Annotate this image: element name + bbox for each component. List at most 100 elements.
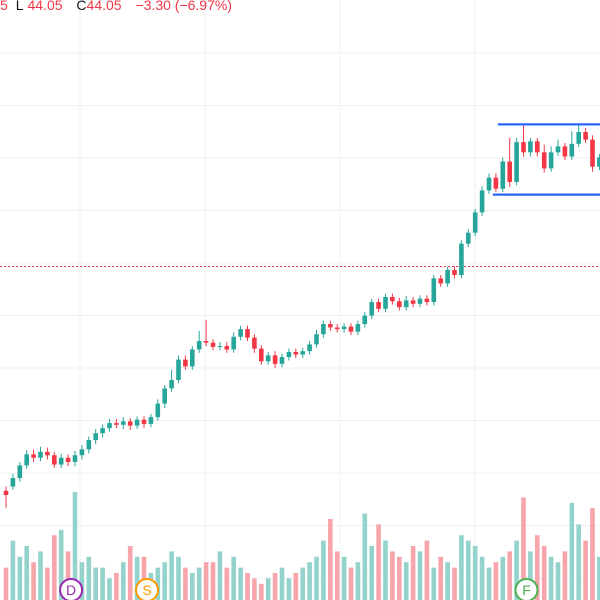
candle-body — [252, 337, 257, 349]
candle-body — [176, 359, 181, 380]
volume-bar — [134, 556, 140, 600]
volume-bar — [424, 540, 430, 600]
volume-bar — [362, 513, 368, 600]
volume-bar — [24, 546, 29, 600]
candle-body — [52, 455, 57, 465]
volume-bar — [569, 502, 575, 600]
candle-body — [107, 423, 112, 429]
candle-body — [38, 451, 43, 458]
volume-bar — [410, 546, 416, 600]
candle-body — [369, 302, 374, 316]
volume-bar — [45, 567, 50, 600]
legend-low-key: L — [15, 0, 24, 13]
candle-body — [141, 419, 147, 424]
candle-body — [72, 455, 78, 462]
candle-body — [431, 278, 437, 303]
candle-body — [245, 329, 250, 338]
volume-bar — [438, 556, 443, 600]
volume-bar — [314, 556, 319, 600]
candle-body — [300, 351, 305, 355]
volume-bar — [286, 578, 292, 600]
volume-bar — [72, 492, 78, 600]
event-marker-dividend[interactable] — [59, 578, 84, 600]
legend-close-value: 44.05 — [86, 0, 122, 13]
candle-body — [148, 417, 154, 424]
volume-bar — [507, 551, 512, 600]
candle-body — [479, 190, 485, 213]
candle-body — [58, 457, 64, 465]
volume-bar — [466, 540, 471, 600]
candle-body — [93, 433, 98, 440]
volume-bar — [307, 562, 312, 600]
legend-partial: 5 — [0, 0, 8, 13]
candle-body — [24, 454, 29, 466]
volume-bar — [245, 573, 250, 600]
candle-body — [10, 478, 16, 487]
volume-bar — [38, 551, 43, 600]
volume-bar — [52, 535, 57, 600]
legend-close-key: C — [76, 0, 87, 13]
candle-body — [438, 278, 443, 284]
volume-bar — [252, 578, 257, 600]
event-marker-financials-label: F — [522, 582, 531, 598]
candle-body — [576, 132, 581, 144]
event-marker-split-label: S — [142, 582, 151, 598]
candle-body — [134, 419, 140, 426]
volume-bar — [217, 551, 223, 600]
volume-bar — [231, 556, 236, 600]
candle-body — [341, 326, 347, 330]
volume-bar — [583, 540, 588, 600]
volume-bar — [107, 578, 112, 600]
volume-bar — [390, 551, 395, 600]
event-marker-financials[interactable] — [514, 578, 539, 600]
candle-body — [86, 440, 92, 450]
candle-body — [65, 457, 71, 462]
candle-body — [328, 324, 333, 328]
volume-bar — [114, 573, 119, 600]
volume-bar — [562, 551, 568, 600]
volume-bar — [334, 551, 340, 600]
volume-bar — [597, 556, 600, 600]
ohlc-legend: 5 L 44.05 C44.05 −3.30 (−6.97%) — [0, 0, 236, 13]
volume-bar — [328, 519, 333, 600]
candle-body — [424, 298, 430, 303]
candle-body — [224, 346, 230, 350]
volume-bar — [479, 556, 485, 600]
candle-body — [521, 142, 526, 153]
candle-body — [286, 352, 292, 358]
volume-bar — [224, 567, 230, 600]
volume-bar — [31, 562, 36, 600]
candle-body — [410, 300, 416, 304]
volume-bar — [162, 562, 167, 600]
candle-body — [45, 451, 50, 456]
volume-bar — [183, 567, 188, 600]
volume-bar — [397, 556, 402, 600]
volume-bar — [493, 562, 499, 600]
event-marker-split[interactable] — [135, 578, 159, 600]
volume-bar — [65, 551, 71, 600]
volume-bar — [58, 529, 64, 600]
candle-body — [100, 428, 105, 434]
volume-bar — [100, 567, 105, 600]
volume-bar — [514, 540, 519, 600]
volume-bar — [341, 556, 347, 600]
volume-bar — [500, 556, 506, 600]
volume-bar — [403, 562, 409, 600]
volume-bar — [238, 567, 243, 600]
candle-body — [472, 212, 478, 233]
volume-bar — [383, 540, 388, 600]
volume-bar — [93, 567, 98, 600]
volume-bar — [417, 551, 423, 600]
volume-bar — [86, 556, 92, 600]
volume-bar — [376, 524, 381, 600]
candle-body — [466, 232, 471, 244]
volume-bar — [472, 546, 478, 600]
volume-bar — [528, 551, 533, 600]
volume-bar — [369, 546, 374, 600]
candle-body — [403, 300, 409, 308]
candle-body — [121, 421, 126, 425]
legend-low-value: 44.05 — [27, 0, 63, 13]
candle-body — [583, 132, 588, 140]
